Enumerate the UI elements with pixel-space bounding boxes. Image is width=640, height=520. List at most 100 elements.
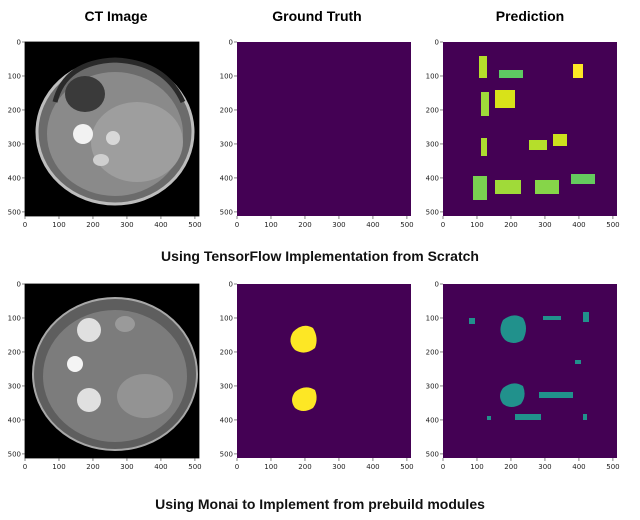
y-tick-label: 400 [426,174,439,182]
pred-blob [573,64,583,78]
x-tick-label: 0 [441,463,445,471]
x-tick-label: 300 [538,463,551,471]
x-tick-label: 300 [332,463,345,471]
y-tick-label: 300 [8,382,21,390]
pred-blob [479,56,487,78]
column-title-ground-truth: Ground Truth [272,8,362,24]
gt-mask-kidney-upper [290,325,317,353]
x-tick-label: 100 [470,221,483,229]
panel-ct-image-row2: 0 100 200 300 400 500 0 100 200 300 400 500 [8,272,205,477]
panel-prediction-row2: 0 100 200 300 400 500 0 100 200 300 400 500 [426,272,623,477]
y-tick-label: 400 [8,174,21,182]
x-tick-label: 100 [470,463,483,471]
y-tick-label: 400 [426,416,439,424]
x-tick-label: 500 [606,463,619,471]
x-tick-label: 400 [572,463,585,471]
y-tick-label: 400 [220,174,233,182]
pred-blob [481,138,487,156]
y-tick-label: 300 [8,140,21,148]
x-tick-label: 100 [264,463,277,471]
y-tick-label: 300 [220,382,233,390]
x-tick-label: 500 [188,463,201,471]
x-tick-label: 500 [606,221,619,229]
pred-blob [535,180,559,194]
column-title-prediction: Prediction [495,8,565,24]
y-tick-label: 400 [8,416,21,424]
y-tick-label: 300 [426,382,439,390]
y-tick-label: 0 [435,281,439,289]
y-tick-label: 100 [8,314,21,322]
column-title-ct-image: CT Image [84,8,148,24]
pred-noise [469,318,475,324]
x-tick-label: 500 [400,463,413,471]
y-tick-label: 100 [220,72,233,80]
y-tick-label: 400 [220,416,233,424]
pred-blob [473,176,487,200]
x-tick-label: 400 [366,463,379,471]
pred-blob [571,174,595,184]
x-tick-label: 200 [298,463,311,471]
prediction-row1-background [443,42,617,216]
x-tick-label: 300 [332,221,345,229]
x-tick-label: 0 [441,221,445,229]
x-tick-label: 300 [538,221,551,229]
ct-fat-layer [52,57,186,104]
y-tick-label: 200 [8,106,21,114]
x-tick-label: 0 [23,221,27,229]
x-tick-label: 200 [86,221,99,229]
pred-mask-kidney-upper [500,315,526,343]
pred-blob [529,140,547,150]
x-tick-label: 400 [154,463,167,471]
y-tick-label: 100 [220,314,233,322]
ct-liver [91,102,183,182]
panel-prediction-row1: 0 100 200 300 400 500 0 100 200 300 400 500 [426,30,623,235]
pred-noise [583,414,587,420]
y-tick-label: 200 [220,348,233,356]
x-tick-label: 200 [504,221,517,229]
y-tick-label: 200 [426,106,439,114]
y-tick-label: 300 [220,140,233,148]
ct-spine [67,356,83,372]
x-tick-label: 100 [52,463,65,471]
pred-noise [515,414,541,420]
pred-noise [543,316,561,320]
y-tick-label: 0 [435,39,439,47]
x-tick-label: 400 [154,221,167,229]
ct-soft-tissue [43,310,187,442]
pred-noise [539,392,573,398]
y-tick-label: 500 [8,450,21,458]
y-tick-label: 0 [229,281,233,289]
x-tick-label: 0 [235,221,239,229]
ct-vessel [93,154,109,166]
y-tick-label: 300 [426,140,439,148]
ground-truth-row2-background [237,284,411,458]
ct-spine [73,124,93,144]
y-tick-label: 500 [8,208,21,216]
pred-blob [495,180,521,194]
ct-bowel [115,316,135,332]
x-tick-label: 400 [572,221,585,229]
y-tick-label: 0 [229,39,233,47]
y-tick-label: 100 [426,314,439,322]
y-tick-label: 500 [426,208,439,216]
pred-blob [481,92,489,116]
ground-truth-row1-background [237,42,411,216]
y-tick-label: 500 [426,450,439,458]
panel-ground-truth-row1: 0 100 200 300 400 500 0 100 200 300 400 500 [220,30,417,235]
y-tick-label: 0 [17,281,21,289]
pred-noise [487,416,491,420]
x-tick-label: 300 [120,463,133,471]
ct-aorta [106,131,120,145]
y-tick-label: 500 [220,208,233,216]
prediction-row2-background [443,284,617,458]
